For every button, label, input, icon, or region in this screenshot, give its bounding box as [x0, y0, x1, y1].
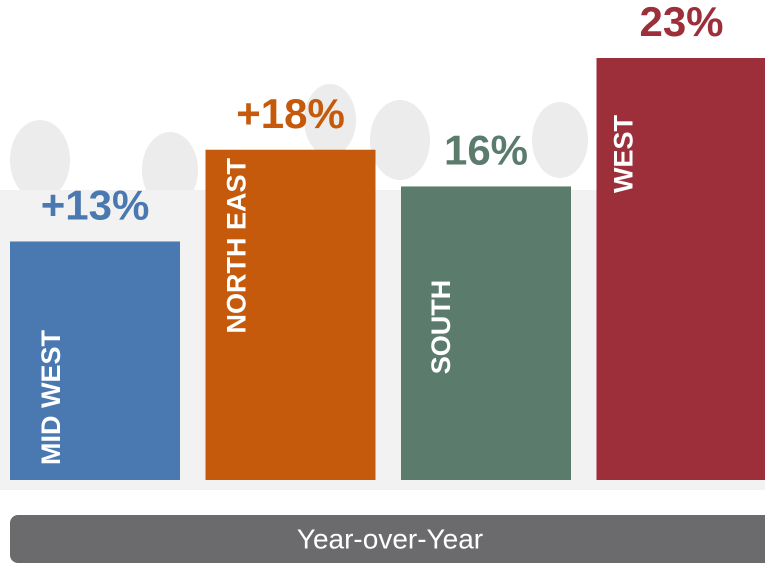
value-label: 23%: [639, 0, 723, 45]
category-label: MID WEST: [36, 330, 66, 465]
page: +13% MID WEST +18% NORTH EAST 16% SOUTH 23% WES…: [0, 0, 765, 564]
category-label: WEST: [609, 114, 639, 193]
chart: +13% MID WEST +18% NORTH EAST 16% SOUTH 23% WES…: [0, 0, 765, 564]
value-label: 16%: [444, 127, 528, 174]
value-label: +13%: [41, 182, 150, 229]
value-label: +18%: [236, 90, 345, 137]
category-label: SOUTH: [426, 280, 456, 375]
x-axis-label: Year-over-Year: [297, 523, 483, 554]
category-label: NORTH EAST: [222, 157, 252, 333]
